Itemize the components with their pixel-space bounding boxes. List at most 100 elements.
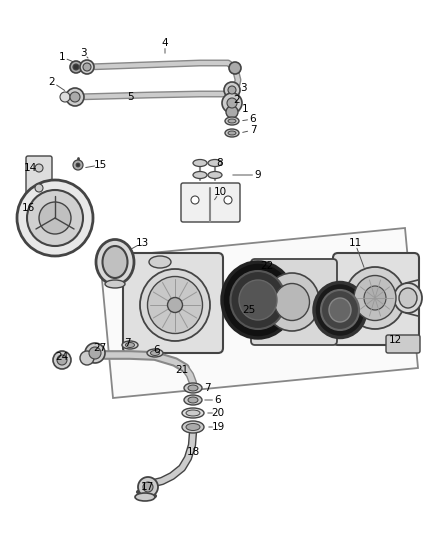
- Ellipse shape: [186, 410, 200, 416]
- Circle shape: [70, 61, 82, 73]
- Circle shape: [73, 64, 79, 70]
- Text: 6: 6: [250, 114, 256, 124]
- Ellipse shape: [314, 282, 366, 337]
- Ellipse shape: [354, 276, 396, 320]
- Circle shape: [73, 160, 83, 170]
- Ellipse shape: [140, 269, 210, 341]
- Ellipse shape: [239, 280, 277, 320]
- Circle shape: [89, 347, 101, 359]
- Ellipse shape: [184, 383, 202, 393]
- Circle shape: [143, 482, 153, 492]
- Text: 12: 12: [389, 335, 402, 345]
- Ellipse shape: [329, 298, 351, 322]
- Circle shape: [53, 351, 71, 369]
- Ellipse shape: [321, 290, 359, 330]
- Circle shape: [60, 92, 70, 102]
- Circle shape: [224, 196, 232, 204]
- Ellipse shape: [399, 288, 417, 308]
- Ellipse shape: [122, 341, 138, 349]
- Polygon shape: [100, 228, 418, 398]
- Text: 4: 4: [162, 38, 168, 48]
- FancyBboxPatch shape: [386, 335, 420, 353]
- Text: 5: 5: [127, 92, 133, 102]
- Text: 22: 22: [260, 261, 274, 271]
- Ellipse shape: [151, 351, 159, 356]
- Circle shape: [226, 106, 238, 118]
- Ellipse shape: [230, 271, 286, 329]
- Circle shape: [227, 98, 237, 108]
- Text: 7: 7: [250, 125, 256, 135]
- Circle shape: [35, 184, 43, 192]
- Text: 2: 2: [234, 95, 240, 105]
- FancyBboxPatch shape: [181, 183, 240, 222]
- Ellipse shape: [188, 385, 198, 391]
- Ellipse shape: [182, 408, 204, 418]
- Ellipse shape: [148, 277, 202, 334]
- Circle shape: [57, 355, 67, 365]
- Ellipse shape: [182, 421, 204, 433]
- Ellipse shape: [105, 280, 125, 288]
- Circle shape: [66, 88, 84, 106]
- Circle shape: [222, 93, 242, 113]
- Circle shape: [85, 343, 105, 363]
- Text: 21: 21: [175, 365, 189, 375]
- Ellipse shape: [225, 129, 239, 137]
- Ellipse shape: [228, 131, 236, 135]
- Text: 14: 14: [23, 163, 37, 173]
- Ellipse shape: [394, 283, 422, 313]
- Circle shape: [76, 163, 80, 167]
- Circle shape: [191, 196, 199, 204]
- Ellipse shape: [188, 397, 198, 403]
- Ellipse shape: [208, 172, 222, 179]
- Circle shape: [17, 180, 93, 256]
- FancyBboxPatch shape: [333, 253, 419, 345]
- Circle shape: [70, 92, 80, 102]
- Text: 15: 15: [93, 160, 106, 170]
- Text: 3: 3: [80, 48, 86, 58]
- Ellipse shape: [275, 284, 310, 320]
- Text: 18: 18: [187, 447, 200, 457]
- Text: 17: 17: [140, 482, 154, 492]
- Text: 6: 6: [215, 395, 221, 405]
- Ellipse shape: [184, 395, 202, 405]
- Text: 13: 13: [135, 238, 148, 248]
- Text: 9: 9: [254, 170, 261, 180]
- FancyBboxPatch shape: [123, 253, 223, 353]
- Text: 7: 7: [124, 338, 131, 348]
- Ellipse shape: [147, 349, 163, 357]
- Text: 3: 3: [240, 83, 246, 93]
- Circle shape: [228, 86, 236, 94]
- FancyBboxPatch shape: [251, 259, 337, 345]
- Text: 25: 25: [242, 305, 256, 315]
- Text: 16: 16: [21, 203, 35, 213]
- Ellipse shape: [126, 343, 134, 348]
- Ellipse shape: [225, 117, 239, 125]
- Circle shape: [83, 63, 91, 71]
- Ellipse shape: [265, 273, 319, 331]
- Text: 7: 7: [204, 383, 210, 393]
- Circle shape: [229, 62, 241, 74]
- Ellipse shape: [149, 256, 171, 268]
- Ellipse shape: [222, 262, 294, 338]
- Text: 27: 27: [93, 343, 106, 353]
- Ellipse shape: [228, 119, 236, 123]
- Text: 6: 6: [154, 345, 160, 355]
- Ellipse shape: [96, 239, 134, 285]
- Ellipse shape: [208, 159, 222, 166]
- Ellipse shape: [193, 172, 207, 179]
- Text: 10: 10: [213, 187, 226, 197]
- Text: 19: 19: [212, 422, 225, 432]
- Ellipse shape: [186, 424, 200, 431]
- Circle shape: [80, 60, 94, 74]
- Text: 1: 1: [242, 104, 248, 114]
- Circle shape: [39, 202, 71, 234]
- Circle shape: [224, 82, 240, 98]
- Text: 1: 1: [59, 52, 65, 62]
- Circle shape: [80, 351, 94, 365]
- Ellipse shape: [345, 267, 405, 329]
- Text: 2: 2: [49, 77, 55, 87]
- Ellipse shape: [102, 246, 127, 278]
- Text: 20: 20: [212, 408, 225, 418]
- Text: 8: 8: [217, 158, 223, 168]
- Text: 24: 24: [55, 352, 69, 362]
